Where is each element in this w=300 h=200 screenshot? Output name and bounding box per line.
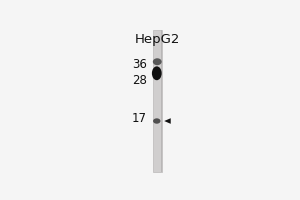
Ellipse shape [153, 118, 160, 124]
Text: HepG2: HepG2 [135, 33, 180, 46]
Ellipse shape [152, 66, 162, 80]
Text: 36: 36 [132, 58, 147, 71]
Polygon shape [164, 118, 171, 124]
Ellipse shape [153, 58, 162, 65]
Bar [153, 30, 162, 172]
Text: 17: 17 [132, 112, 147, 125]
Text: 28: 28 [132, 74, 147, 87]
Bar [161, 30, 162, 172]
